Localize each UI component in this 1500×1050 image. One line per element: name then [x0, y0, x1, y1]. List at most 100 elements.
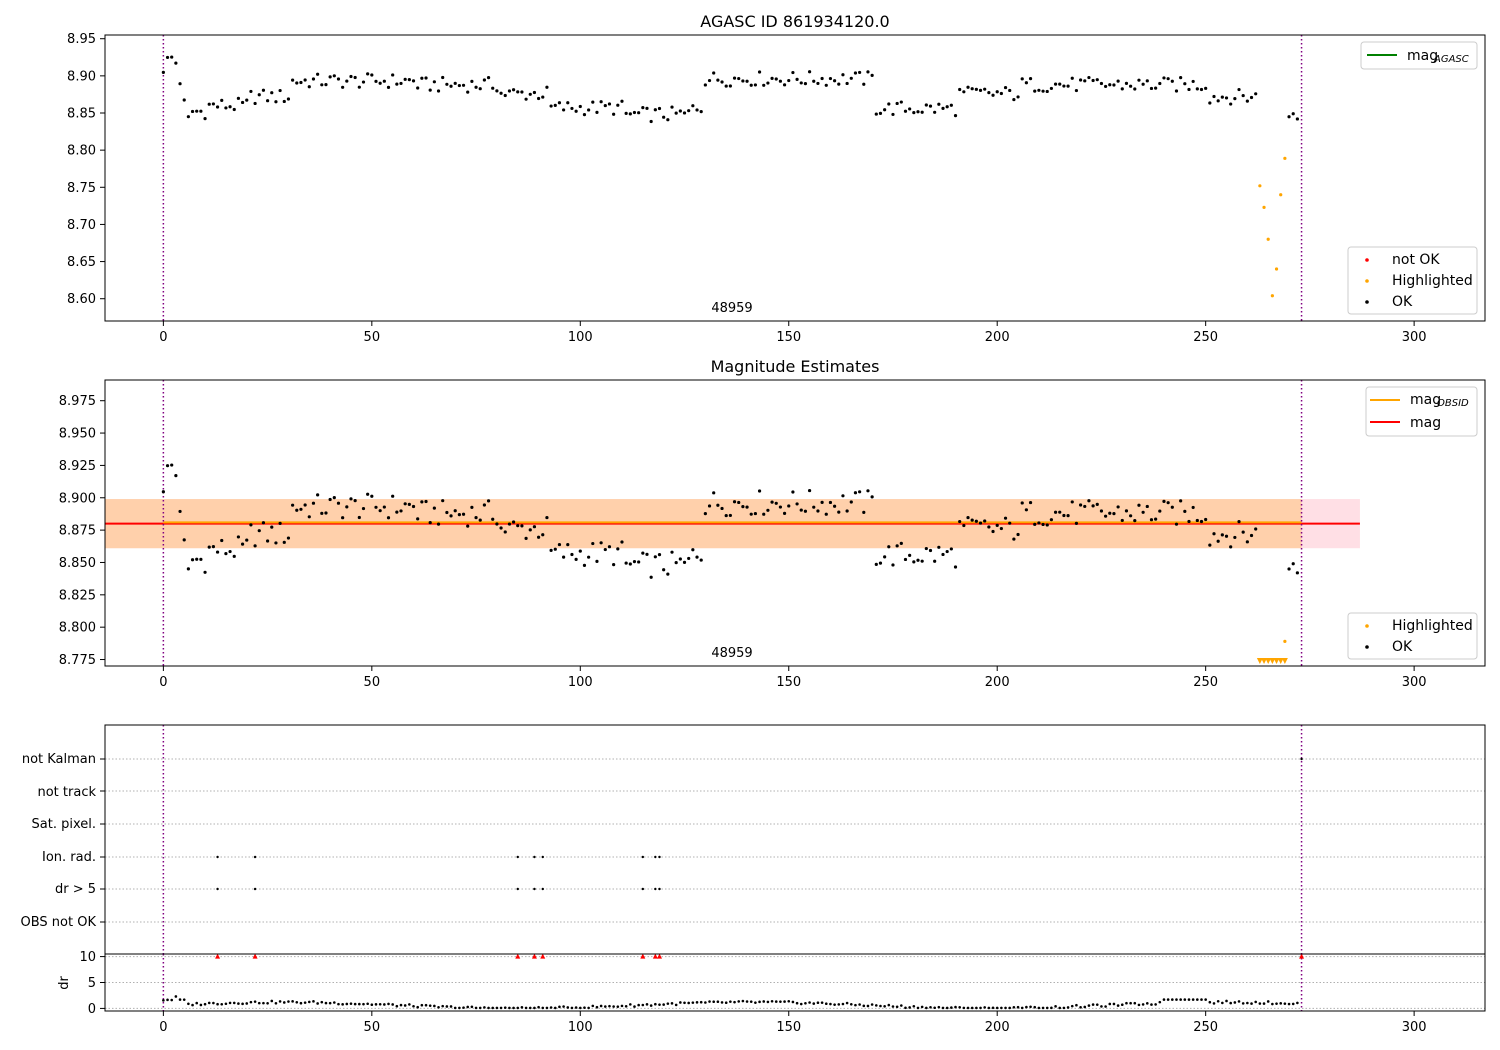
dr-point	[232, 1001, 236, 1005]
dr-point	[1287, 1002, 1291, 1006]
ok-point	[724, 513, 728, 518]
ok-point	[1033, 89, 1037, 93]
y-tick-label: 8.70	[67, 218, 96, 233]
dr-point	[441, 1004, 445, 1008]
ok-point	[1191, 79, 1195, 84]
dr-point	[541, 1006, 545, 1010]
dr-point	[791, 1000, 795, 1004]
dr-point	[904, 1006, 907, 1010]
ok-point	[378, 81, 382, 85]
dr-point	[862, 1004, 866, 1008]
ok-point	[741, 79, 745, 83]
ok-point	[1037, 88, 1041, 92]
ok-point	[782, 83, 787, 87]
dr-point	[1066, 1006, 1070, 1009]
ok-point	[983, 519, 987, 523]
ok-point	[891, 563, 895, 567]
ok-point	[841, 494, 845, 498]
dr-point	[549, 1006, 553, 1009]
ok-point	[403, 77, 407, 81]
dr-point	[337, 1002, 340, 1006]
ok-point	[674, 111, 678, 115]
ok-point	[657, 553, 662, 557]
ok-point	[1058, 510, 1062, 514]
ok-point	[1087, 75, 1091, 80]
ok-point	[958, 87, 962, 92]
ok-point	[1287, 115, 1291, 119]
dr-point	[1204, 998, 1207, 1001]
dr-point	[837, 1003, 841, 1006]
agasc-panel: AGASC ID 861934120.0 48959 8.60 8.65 8.70 8…	[67, 12, 1486, 345]
dr-above-marker	[531, 953, 537, 959]
ok-point	[1191, 505, 1195, 510]
dr-point	[637, 1003, 640, 1007]
ok-point	[1199, 87, 1204, 92]
ok-point	[491, 86, 495, 90]
ok-point	[1091, 504, 1095, 508]
ok-point	[1120, 87, 1124, 91]
agasc-panel-obsid-label: 48959	[711, 301, 752, 316]
dr-point	[1112, 1002, 1116, 1006]
highlighted-point	[1283, 156, 1287, 160]
ok-point	[532, 90, 537, 95]
ok-point	[1083, 504, 1087, 509]
dr-point	[858, 1003, 861, 1006]
dr-point	[408, 1003, 411, 1006]
magnitude-legend-top: mag OBSID mag	[1365, 386, 1478, 437]
dr-point	[745, 1000, 749, 1003]
flag-point	[516, 887, 519, 891]
flag-point	[641, 855, 645, 859]
ok-point	[849, 76, 853, 80]
dr-point	[733, 1000, 736, 1004]
dr-point	[991, 1006, 995, 1010]
ok-point	[941, 552, 945, 557]
ok-point	[970, 87, 974, 91]
dr-point	[1250, 1002, 1253, 1005]
ok-point	[1158, 81, 1162, 86]
dr-point	[274, 1002, 278, 1005]
ok-point	[1049, 86, 1054, 91]
ok-point	[662, 115, 666, 119]
dr-point	[1079, 1005, 1082, 1009]
dr-point	[587, 1006, 590, 1010]
dr-above-marker	[640, 953, 646, 959]
ok-point	[562, 108, 566, 112]
dr-point	[466, 1005, 470, 1009]
ok-point	[816, 509, 820, 513]
dr-point	[962, 1006, 966, 1010]
ok-point	[1237, 87, 1241, 92]
dr-point	[941, 1006, 945, 1010]
ok-point	[270, 91, 274, 95]
highlighted-point	[1274, 267, 1279, 271]
ok-point	[687, 556, 691, 561]
ok-point	[282, 99, 286, 104]
ok-point	[441, 75, 445, 80]
ok-point	[432, 506, 436, 510]
dr-point	[995, 1006, 999, 1010]
dr-point	[199, 1003, 203, 1007]
flag-point	[541, 855, 544, 859]
ok-point	[1174, 89, 1179, 93]
ok-point	[557, 542, 562, 547]
ok-point	[499, 526, 503, 530]
ok-point	[420, 500, 424, 504]
dr-point	[395, 1004, 399, 1008]
ok-point	[1295, 571, 1299, 575]
ok-point	[495, 89, 499, 93]
dr-point	[358, 1002, 361, 1006]
x-tick-label: 50	[364, 675, 381, 690]
dr-point	[287, 1000, 290, 1003]
dr-point	[629, 1003, 632, 1006]
flag-point	[654, 887, 657, 891]
ok-point	[666, 572, 670, 576]
dr-point	[641, 1003, 645, 1007]
ok-point	[1008, 521, 1012, 525]
ok-point	[770, 76, 774, 80]
dr-point	[1029, 1005, 1032, 1009]
ok-point	[536, 535, 541, 539]
dr-point	[1145, 1002, 1149, 1005]
ok-point	[920, 559, 924, 563]
ok-point	[190, 109, 195, 114]
agasc-legend-top: mag AGASC	[1360, 41, 1478, 70]
